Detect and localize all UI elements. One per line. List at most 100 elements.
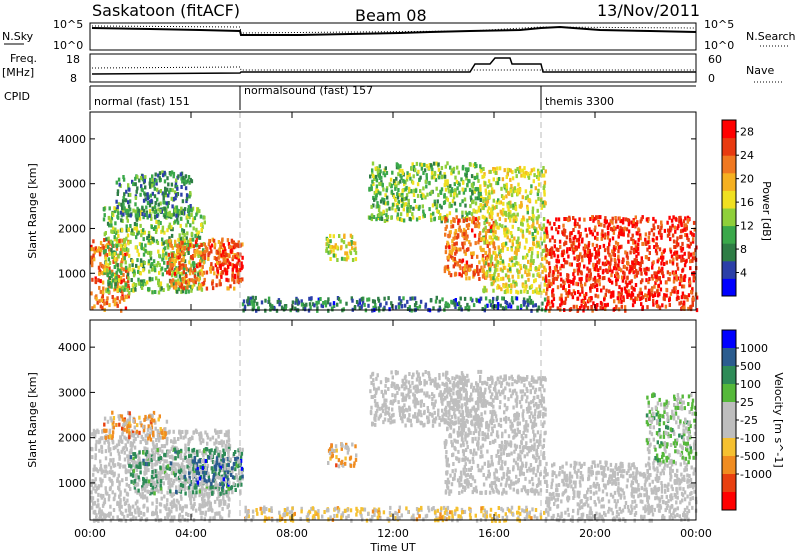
velocity-colorbar-segment-5 [722, 420, 736, 439]
velocity-colorbar-segment-1 [722, 348, 736, 367]
nave-label: Nave [746, 64, 774, 77]
power-scatter [90, 161, 699, 313]
power-panel: 1000 2000 3000 4000 Slant Range [km] [26, 111, 699, 313]
nsky-label: N.Sky [2, 30, 34, 43]
cpid-mode-1: normal (fast) 151 [94, 95, 190, 108]
power-colorbar-tick-5: 24 [740, 149, 754, 162]
xtick-label-0: 00:00 [74, 527, 106, 540]
xtick-label-6: 00:00 [680, 527, 712, 540]
cpid-label: CPID [4, 90, 30, 103]
velocity-ylabel: Slant Range [km] [26, 372, 39, 468]
velocity-region-7 [443, 374, 547, 496]
date-title: 13/Nov/2011 [597, 1, 700, 20]
velocity-region-3 [191, 456, 244, 487]
freq-tick-top: 18 [66, 53, 80, 66]
cpid-mode-2: normalsound (fast) 157 [244, 84, 373, 97]
power-region-5 [241, 295, 547, 313]
velocity-scatter [90, 369, 698, 524]
velocity-colorbar-tick-6: -500 [740, 450, 765, 463]
velocity-colorbar-tick-2: 100 [740, 378, 761, 391]
power-region-6 [325, 233, 358, 262]
velocity-colorbar-tick-0: 1000 [740, 342, 768, 355]
xtick-label-1: 04:00 [175, 527, 207, 540]
noise-panel: N.Sky 10^5 10^0 10^5 10^0 N.Search [2, 18, 796, 52]
noise-left-tick-bottom: 10^0 [53, 39, 83, 52]
velocity-colorbar-segment-7 [722, 456, 736, 475]
power-colorbar-segment-9 [722, 120, 736, 139]
velocity-region-0 [90, 428, 232, 523]
power-colorbar-segment-7 [722, 155, 736, 174]
power-colorbar-segment-0 [722, 278, 736, 297]
power-colorbar-segment-8 [722, 137, 736, 156]
freq-unit-label: [MHz] [2, 66, 34, 79]
nsearch-label: N.Search [746, 30, 796, 43]
power-yticks-label-3: 4000 [58, 133, 86, 146]
power-yticks-label-1: 2000 [58, 222, 86, 235]
vel-yticks-label-2: 3000 [58, 386, 86, 399]
power-colorbar-tick-4: 20 [740, 173, 754, 186]
power-region-2 [115, 170, 194, 219]
power-colorbar-tick-2: 12 [740, 220, 754, 233]
vel-yticks-label-3: 4000 [58, 341, 86, 354]
time-xlabel: Time UT [369, 541, 415, 554]
power-colorbar: 4 8 12 16 20 24 28 Power [dB] [721, 119, 773, 297]
velocity-colorbar-segment-9 [722, 492, 736, 511]
power-colorbar-tick-6: 28 [740, 126, 754, 139]
xtick-label-2: 08:00 [276, 527, 308, 540]
noise-right-tick-bottom: 10^0 [704, 39, 734, 52]
power-colorbar-label: Power [dB] [760, 181, 773, 241]
velocity-region-9 [645, 392, 698, 465]
velocity-colorbar-tick-7: -1000 [740, 468, 772, 481]
vel-yticks-label-0: 1000 [58, 477, 86, 490]
velocity-panel: 1000 2000 3000 4000 Slant Range [km] 00:00 0… [26, 112, 712, 554]
power-region-9 [481, 165, 547, 295]
velocity-colorbar-segment-8 [722, 474, 736, 493]
power-colorbar-segment-4 [722, 208, 736, 227]
velocity-colorbar-label: Velocity [m s^-1] [772, 372, 785, 467]
velocity-colorbar-tick-1: 500 [740, 360, 761, 373]
power-colorbar-segment-3 [722, 225, 736, 244]
power-colorbar-segment-5 [722, 190, 736, 209]
power-yticks-label-0: 1000 [58, 267, 86, 280]
power-region-7 [367, 161, 484, 224]
power-colorbar-segment-2 [722, 243, 736, 262]
freq-tick-bottom: 8 [70, 72, 77, 85]
velocity-region-2 [103, 410, 169, 442]
velocity-colorbar: 1000 500 100 25 -25 -100 -500 -1000 Velocity [m… [721, 329, 785, 511]
velocity-colorbar-segment-0 [722, 330, 736, 349]
nave-tick-top: 60 [708, 53, 722, 66]
cpid-mode-3: themis 3300 [545, 95, 614, 108]
power-colorbar-segment-6 [722, 172, 736, 191]
velocity-colorbar-segment-4 [722, 402, 736, 421]
power-colorbar-segment-1 [722, 260, 736, 279]
velocity-region-5 [327, 442, 358, 469]
power-region-4 [216, 242, 244, 285]
velocity-colorbar-segment-3 [722, 384, 736, 403]
beam-title: Beam 08 [355, 6, 427, 25]
vel-yticks-label-1: 2000 [58, 432, 86, 445]
power-region-1 [102, 206, 206, 295]
velocity-colorbar-segment-2 [722, 366, 736, 385]
noise-right-tick-top: 10^5 [704, 18, 734, 31]
velocity-colorbar-tick-3: 25 [740, 396, 754, 409]
freq-label: Freq. [10, 52, 37, 65]
nave-tick-bottom: 0 [708, 72, 715, 85]
noise-left-tick-top: 10^5 [53, 18, 83, 31]
velocity-colorbar-tick-4: -25 [740, 414, 758, 427]
freq-panel: Freq. [MHz] 18 8 60 0 Nave [2, 52, 782, 85]
xtick-label-3: 12:00 [377, 527, 409, 540]
power-yticks-label-2: 3000 [58, 178, 86, 191]
power-region-10 [544, 215, 699, 313]
velocity-region-4 [244, 505, 546, 523]
power-ylabel: Slant Range [km] [26, 163, 39, 259]
power-colorbar-tick-1: 8 [740, 243, 747, 256]
velocity-region-8 [544, 460, 698, 524]
xtick-label-5: 20:00 [579, 527, 611, 540]
cpid-panel: CPID normal (fast) 151 normalsound (fast… [4, 84, 696, 110]
power-colorbar-tick-3: 16 [740, 196, 754, 209]
velocity-colorbar-tick-5: -100 [740, 432, 765, 445]
power-colorbar-tick-0: 4 [740, 267, 747, 280]
velocity-colorbar-segment-6 [722, 438, 736, 457]
station-title: Saskatoon (fitACF) [92, 1, 240, 20]
power-region-8 [443, 215, 497, 281]
